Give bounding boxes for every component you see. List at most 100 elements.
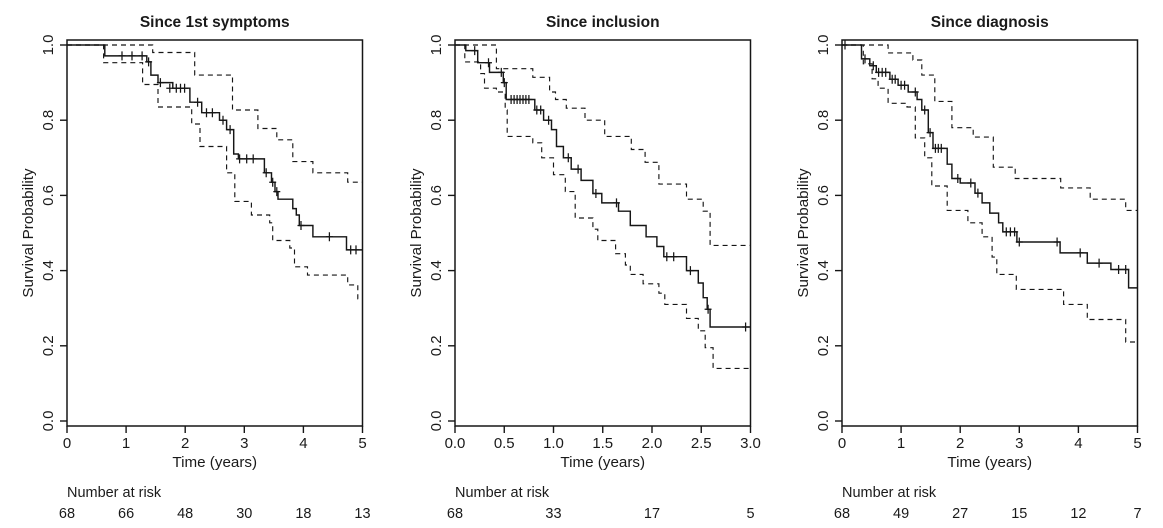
- x-tick-label: 5: [358, 435, 366, 452]
- x-tick-label: 1: [897, 435, 905, 452]
- panel-title: Since inclusion: [546, 14, 660, 31]
- censor-plus-mark: [564, 153, 572, 163]
- x-tick-label: 0.0: [444, 435, 465, 452]
- censor-plus-mark: [926, 128, 934, 138]
- risk-count: 17: [644, 506, 660, 522]
- censor-plus-mark: [1011, 227, 1019, 237]
- x-tick-label: 2.5: [690, 435, 711, 452]
- censor-plus-mark: [262, 168, 270, 178]
- y-tick-label: 0.8: [40, 110, 57, 131]
- curves-group: [454, 44, 751, 369]
- x-tick-label: 1: [122, 435, 130, 452]
- censor-plus-mark: [208, 108, 216, 118]
- risk-count: 68: [834, 506, 850, 522]
- y-tick-label: 0.4: [40, 260, 57, 281]
- censor-plus-mark: [901, 80, 909, 90]
- censor-plus-mark: [574, 164, 582, 174]
- survival-estimate-curve: [454, 44, 751, 328]
- y-tick-label: 0.6: [428, 185, 445, 206]
- y-tick-label: 0.2: [428, 335, 445, 356]
- x-tick-label: 2.0: [641, 435, 662, 452]
- panel-title: Since diagnosis: [931, 14, 1049, 31]
- km-panel-since-diagnosis: Since diagnosis Survival Probability Tim…: [795, 14, 1142, 522]
- upper-95pct-ci-curve: [842, 44, 1138, 211]
- survival-estimate-curve: [842, 44, 1138, 289]
- curves-group: [841, 40, 1138, 343]
- risk-count: 49: [893, 506, 909, 522]
- y-tick-label: 0.8: [428, 110, 445, 131]
- lower-95pct-ci-curve: [842, 44, 1138, 343]
- censor-plus-mark: [544, 115, 552, 125]
- km-panel-since-1st-symptoms: Since 1st symptoms Survival Probability …: [20, 14, 371, 522]
- censor-plus-mark: [669, 252, 677, 262]
- censor-plus-mark: [500, 78, 508, 88]
- censor-plus-mark: [612, 198, 620, 208]
- censor-plus-mark: [128, 51, 136, 61]
- y-tick-label: 0.8: [815, 110, 832, 131]
- y-tick-label: 0.6: [815, 185, 832, 206]
- plot-area: 0 1 2 3 4 50.00.20.40.60.81.068 49 27 15 12 7: [815, 35, 1142, 522]
- x-tick-label: 0: [838, 435, 846, 452]
- censor-plus-mark: [967, 178, 975, 188]
- risk-count: 15: [1012, 506, 1028, 522]
- censor-plus-mark: [484, 58, 492, 68]
- y-tick-label: 1.0: [428, 35, 445, 56]
- risk-count: 30: [236, 506, 252, 522]
- y-tick-label: 0.0: [428, 411, 445, 432]
- risk-count: 27: [952, 506, 968, 522]
- x-tick-label: 3: [240, 435, 248, 452]
- risk-count: 48: [177, 506, 193, 522]
- censor-plus-mark: [181, 83, 189, 93]
- censor-plus-mark: [912, 87, 920, 97]
- x-tick-label: 4: [1075, 435, 1083, 452]
- censor-plus-mark: [892, 74, 900, 84]
- censor-plus-mark: [870, 61, 878, 71]
- censor-plus-mark: [525, 95, 533, 105]
- censor-plus-mark: [202, 108, 210, 118]
- censor-plus-mark: [921, 105, 929, 115]
- censor-plus-mark: [118, 51, 126, 61]
- x-tick-label: 2: [181, 435, 189, 452]
- censor-plus-mark: [536, 105, 544, 115]
- risk-count: 7: [1134, 506, 1142, 522]
- y-tick-label: 0.2: [40, 335, 57, 356]
- plot-area: 0.0 0.5 1.0 1.5 2.0 2.5 3.0 0.0 0.2 0.4 0.6 0.8 1.0 6…: [428, 35, 761, 522]
- risk-count: 68: [59, 506, 75, 522]
- censor-plus-mark: [273, 187, 281, 197]
- risk-table-label: Number at risk: [842, 485, 937, 501]
- censor-plus-mark: [156, 78, 164, 88]
- x-axis-label: Time (years): [948, 454, 1033, 471]
- x-tick-label: 1.5: [592, 435, 613, 452]
- y-tick-label: 1.0: [815, 35, 832, 56]
- censor-marks: [841, 40, 1130, 274]
- y-tick-label: 0.0: [815, 411, 832, 432]
- y-tick-label: 0.6: [40, 185, 57, 206]
- censor-plus-mark: [325, 232, 333, 242]
- x-axis-label: Time (years): [172, 454, 257, 471]
- x-tick-label: 5: [1134, 435, 1142, 452]
- y-axis-label: Survival Probability: [795, 168, 812, 298]
- censor-plus-mark: [662, 252, 670, 262]
- survival-estimate-curve: [66, 44, 363, 251]
- risk-table-label: Number at risk: [67, 485, 162, 501]
- censor-plus-mark: [497, 67, 505, 77]
- censor-plus-mark: [1053, 237, 1061, 247]
- y-tick-label: 0.2: [815, 335, 832, 356]
- y-tick-label: 0.4: [815, 260, 832, 281]
- censor-plus-mark: [145, 57, 153, 67]
- upper-95pct-ci-curve: [454, 44, 751, 246]
- x-axis-label: Time (years): [560, 454, 645, 471]
- x-tick-label: 0: [63, 435, 71, 452]
- risk-count: 13: [354, 506, 370, 522]
- censor-marks: [470, 46, 749, 332]
- censor-plus-mark: [249, 154, 257, 164]
- y-tick-label: 1.0: [40, 35, 57, 56]
- y-tick-label: 0.0: [40, 411, 57, 432]
- plot-frame: [841, 39, 1139, 427]
- y-axis-label: Survival Probability: [20, 168, 37, 298]
- x-tick-label: 3: [1015, 435, 1023, 452]
- censor-plus-mark: [219, 115, 227, 125]
- x-tick-label: 3.0: [740, 435, 761, 452]
- risk-count: 18: [295, 506, 311, 522]
